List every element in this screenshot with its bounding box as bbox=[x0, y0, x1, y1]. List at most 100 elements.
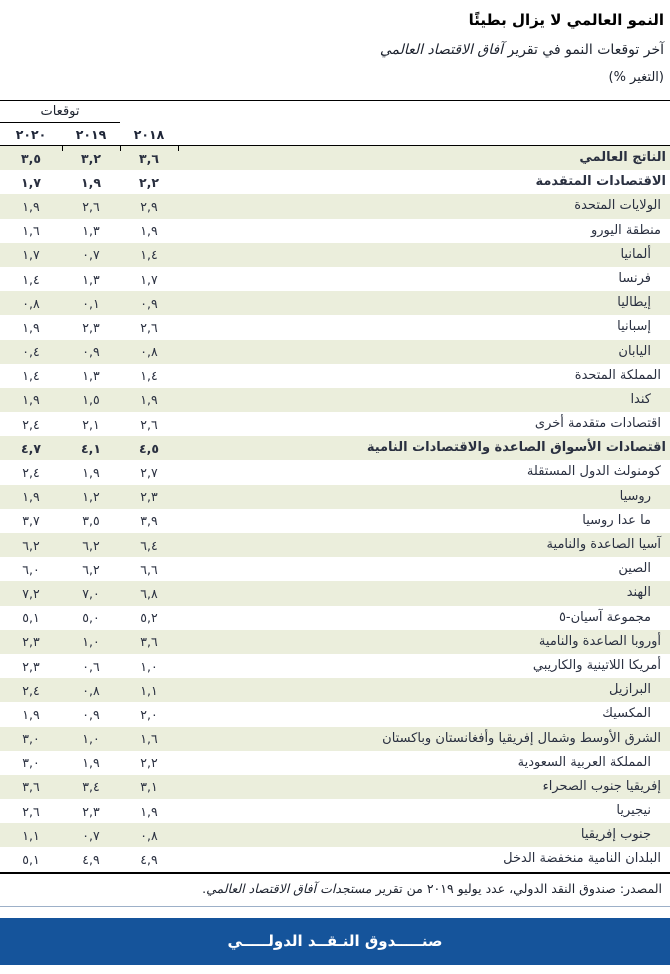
report-title: النمو العالمي لا يزال بطيئًا bbox=[468, 11, 664, 29]
value-2019: ١,٢ bbox=[82, 489, 100, 505]
table-row: أمريكا اللاتينية والكاريبي ١,٠ ٠,٦ ٢,٣ bbox=[0, 654, 670, 678]
value-2018: ١,٤ bbox=[140, 368, 158, 384]
value-2018: ٢,٩ bbox=[140, 198, 158, 214]
row-label: الهند bbox=[626, 585, 651, 601]
table-row: روسيا ٢,٣ ١,٢ ١,٩ bbox=[0, 484, 670, 509]
value-2020: ٦,٢ bbox=[22, 537, 40, 553]
value-2019: ١,٣ bbox=[82, 368, 100, 384]
value-2019: ١,٩ bbox=[80, 174, 101, 190]
imf-banner: صنـــــدوق النـقــد الدولـــــي bbox=[0, 917, 670, 965]
row-label: ما عدا روسيا bbox=[582, 512, 651, 528]
value-2019: ٤,٩ bbox=[82, 852, 100, 868]
row-label: الشرق الأوسط وشمال إفريقيا وأفغانستان وب… bbox=[382, 730, 661, 746]
column-tick bbox=[62, 146, 63, 151]
row-label: الولايات المتحدة bbox=[574, 198, 661, 214]
value-2018: ٦,٤ bbox=[140, 537, 158, 553]
row-label: نيجيريا bbox=[616, 803, 651, 819]
value-2020: ٣,٠ bbox=[22, 731, 40, 747]
value-2019: ٠,١ bbox=[82, 295, 100, 311]
value-2018: ٣,٦ bbox=[140, 634, 158, 650]
table-row: البلدان النامية منخفضة الدخل ٤,٩ ٤,٩ ٥,١ bbox=[0, 847, 670, 871]
value-2019: ٦,٢ bbox=[82, 537, 100, 553]
table-row: أوروبا الصاعدة والنامية ٣,٦ ١,٠ ٢,٣ bbox=[0, 629, 670, 654]
table-row: نيجيريا ١,٩ ٢,٣ ٢,٦ bbox=[0, 799, 670, 823]
value-2018: ٣,١ bbox=[140, 779, 158, 795]
table-row: المكسيك ٢,٠ ٠,٩ ١,٩ bbox=[0, 702, 670, 726]
value-2020: ٢,٣ bbox=[22, 658, 40, 674]
row-label: أوروبا الصاعدة والنامية bbox=[538, 633, 661, 649]
value-2018: ١,٩ bbox=[140, 392, 158, 408]
row-label: الاقتصادات المتقدمة bbox=[535, 174, 666, 190]
row-label: الصين bbox=[618, 561, 651, 577]
value-2019: ٠,٦ bbox=[82, 658, 100, 674]
value-2018: ٤,٥ bbox=[138, 440, 159, 456]
table-row: المملكة العربية السعودية ٢,٢ ١,٩ ٣,٠ bbox=[0, 751, 670, 775]
subtitle-text: آخر توقعات النمو في تقرير bbox=[503, 42, 665, 58]
table-row: مجموعة آسيان-٥ ٥,٢ ٥,٠ ٥,١ bbox=[0, 606, 670, 630]
value-2020: ١,٩ bbox=[22, 392, 40, 408]
row-label: إيطاليا bbox=[617, 295, 651, 311]
row-label: البلدان النامية منخفضة الدخل bbox=[503, 851, 661, 867]
value-2018: ١,٩ bbox=[140, 803, 158, 819]
projections-header-row: توقعات bbox=[0, 101, 670, 123]
value-2020: ٠,٨ bbox=[22, 295, 40, 311]
column-tick bbox=[120, 146, 121, 151]
value-2020: ١,٧ bbox=[20, 174, 41, 190]
report-header: النمو العالمي لا يزال بطيئًا آخر توقعات … bbox=[0, 0, 670, 100]
row-label: المكسيك bbox=[602, 706, 651, 722]
value-2020: ٢,٦ bbox=[22, 803, 40, 819]
value-2019: ٢,٣ bbox=[82, 319, 100, 335]
row-label: فرنسا bbox=[618, 270, 651, 286]
value-2019: ١,٣ bbox=[82, 271, 100, 287]
value-2020: ٣,٠ bbox=[22, 755, 40, 771]
value-2018: ٠,٨ bbox=[140, 827, 158, 843]
value-2020: ٤,٧ bbox=[20, 440, 41, 456]
row-label: اقتصادات متقدمة أخرى bbox=[534, 416, 661, 432]
value-2018: ٢,٦ bbox=[140, 319, 158, 335]
table-row: ألمانيا ١,٤ ٠,٧ ١,٧ bbox=[0, 242, 670, 267]
row-label: الناتج العالمي bbox=[579, 150, 666, 165]
value-2018: ٥,٢ bbox=[140, 610, 158, 626]
value-2020: ٢,٤ bbox=[22, 416, 40, 432]
value-2020: ٣,٥ bbox=[20, 150, 41, 166]
value-2020: ١,٩ bbox=[22, 706, 40, 722]
value-2019: ١,٠ bbox=[82, 634, 100, 650]
row-label: إفريقيا جنوب الصحراء bbox=[542, 778, 661, 794]
value-2020: ٢,٤ bbox=[22, 682, 40, 698]
row-label: منطقة اليورو bbox=[591, 222, 661, 238]
table-row: ما عدا روسيا ٣,٩ ٣,٥ ٣,٧ bbox=[0, 509, 670, 533]
row-label: كومنولث الدول المستقلة bbox=[526, 464, 661, 480]
row-label: البرازيل bbox=[608, 682, 651, 698]
value-2018: ٠,٨ bbox=[140, 344, 158, 360]
table-row: اليابان ٠,٨ ٠,٩ ٠,٤ bbox=[0, 339, 670, 364]
table-row: الصين ٦,٦ ٦,٢ ٦,٠ bbox=[0, 557, 670, 581]
value-2019: ٧,٠ bbox=[82, 585, 100, 601]
table-row: الهند ٦,٨ ٧,٠ ٧,٢ bbox=[0, 581, 670, 606]
value-2020: ٦,٠ bbox=[22, 561, 40, 577]
row-label: آسيا الصاعدة والنامية bbox=[546, 537, 661, 552]
value-2018: ٣,٦ bbox=[138, 150, 159, 166]
table-row: جنوب إفريقيا ٠,٨ ٠,٧ ١,١ bbox=[0, 823, 670, 848]
value-2019: ٢,٣ bbox=[82, 803, 100, 819]
value-2018: ٢,٣ bbox=[140, 489, 158, 505]
source-note: المصدر: صندوق النقد الدولي، عدد يوليو ٢٠… bbox=[0, 874, 670, 903]
value-2019: ٠,٧ bbox=[82, 247, 100, 263]
value-2018: ٤,٩ bbox=[140, 852, 158, 868]
value-2019: ٥,٠ bbox=[82, 610, 100, 626]
value-2018: ١,٤ bbox=[140, 247, 158, 263]
row-label: المملكة المتحدة bbox=[574, 367, 661, 383]
separator-line bbox=[0, 905, 670, 907]
value-2018: ٢,٦ bbox=[140, 416, 158, 432]
imf-name: صنـــــدوق النـقــد الدولـــــي bbox=[227, 932, 443, 951]
unit-note: (التغير %) bbox=[608, 70, 665, 85]
value-2018: ١,١ bbox=[140, 682, 158, 698]
year-2019-header: ٢٠١٩ bbox=[75, 126, 107, 142]
value-2020: ٧,٢ bbox=[22, 585, 40, 601]
value-2019: ٣,٥ bbox=[82, 513, 100, 529]
table-row: الولايات المتحدة ٢,٩ ٢,٦ ١,٩ bbox=[0, 194, 670, 219]
value-2018: ١,٩ bbox=[140, 223, 158, 239]
value-2020: ١,٤ bbox=[22, 271, 40, 287]
value-2019: ٢,١ bbox=[82, 416, 100, 432]
value-2018: ١,٧ bbox=[140, 271, 158, 287]
